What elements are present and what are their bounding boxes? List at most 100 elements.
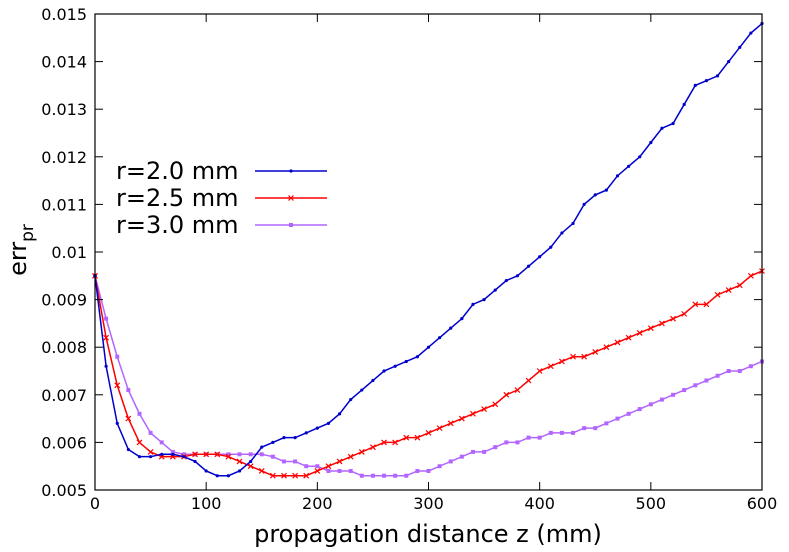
data-point (315, 426, 319, 430)
data-point (636, 329, 643, 336)
data-point (604, 421, 609, 426)
legend-label: r=2.5 mm (116, 184, 239, 212)
y-tick-label: 0.008 (41, 338, 87, 357)
data-point (126, 388, 131, 393)
data-point (637, 407, 642, 412)
legend: r=2.0 mmr=2.5 mmr=3.0 mm (116, 157, 327, 239)
y-tick-label: 0.012 (41, 148, 87, 167)
data-point (337, 468, 342, 473)
data-point (482, 449, 487, 454)
data-point (537, 435, 542, 440)
data-point (126, 447, 130, 452)
data-point (570, 353, 576, 360)
data-point (271, 440, 275, 444)
data-point (615, 174, 620, 178)
data-point (281, 459, 286, 464)
data-point (325, 463, 332, 470)
data-point (603, 344, 610, 351)
data-point (137, 411, 142, 416)
data-point (159, 440, 164, 445)
data-point (615, 416, 620, 421)
data-point (192, 451, 198, 458)
data-point (504, 278, 508, 283)
data-point (315, 464, 320, 469)
data-point (525, 377, 532, 384)
y-tick-label: 0.014 (41, 53, 87, 72)
data-point (260, 445, 264, 449)
data-point (547, 363, 554, 370)
data-point (493, 445, 498, 450)
x-tick-label: 300 (413, 494, 444, 513)
ticks-layer: 0 100 200 300 400 500 600 0.005 0.006 0.007 0.008 0… (41, 5, 777, 513)
data-point (426, 468, 431, 473)
data-point (203, 451, 210, 458)
data-point (447, 420, 454, 427)
data-point (282, 436, 286, 440)
data-point (348, 468, 353, 473)
data-point (649, 140, 653, 145)
data-point (314, 468, 321, 474)
data-point (104, 316, 109, 321)
data-point (148, 455, 153, 459)
data-point (292, 472, 299, 479)
data-point (715, 373, 720, 378)
legend-label: r=3.0 mm (116, 211, 239, 239)
data-point (448, 459, 453, 464)
data-point (647, 325, 654, 332)
data-point (425, 429, 432, 436)
data-point (349, 397, 353, 402)
data-point (715, 74, 720, 78)
data-point (737, 369, 742, 373)
data-point (403, 434, 410, 441)
data-point (236, 458, 243, 465)
data-point (660, 126, 664, 130)
data-point (303, 472, 310, 479)
data-point (681, 310, 688, 317)
data-point (415, 355, 419, 359)
data-point (369, 444, 376, 451)
data-point (559, 430, 564, 435)
y-tick-label: 0.009 (41, 291, 87, 310)
data-point (248, 452, 253, 457)
y-tick-label: 0.015 (41, 5, 87, 24)
data-point (226, 452, 231, 457)
data-point (193, 459, 197, 464)
y-axis-label-sub: pr (18, 224, 38, 242)
data-point (125, 415, 132, 422)
data-point (515, 274, 520, 278)
data-point (682, 388, 687, 393)
legend-marker (289, 223, 293, 227)
data-point (436, 425, 443, 432)
data-point (538, 255, 542, 259)
data-point (293, 436, 297, 440)
legend-item: r=3.0 mm (116, 211, 327, 239)
data-point (336, 458, 343, 465)
data-point (659, 397, 664, 402)
data-point (326, 468, 331, 473)
x-tick-label: 500 (636, 494, 667, 513)
data-point (247, 463, 254, 470)
series-r-2-0-mm (93, 21, 764, 478)
data-point (549, 245, 553, 249)
data-point (226, 474, 230, 478)
data-point (481, 406, 488, 413)
data-point (682, 102, 686, 107)
data-point (237, 469, 242, 473)
x-tick-label: 100 (191, 494, 222, 513)
data-point (358, 448, 365, 455)
data-point (548, 430, 553, 435)
data-point (237, 452, 242, 457)
data-point (171, 452, 175, 456)
data-point (148, 430, 153, 435)
data-point (214, 451, 221, 458)
data-point (182, 455, 186, 459)
legend-label: r=2.0 mm (116, 157, 239, 185)
data-point (459, 454, 464, 459)
data-point (470, 449, 475, 454)
data-point (659, 320, 665, 327)
data-point (115, 421, 119, 425)
data-point (693, 83, 697, 87)
data-point (404, 359, 408, 364)
data-point (693, 383, 698, 388)
data-point (747, 272, 754, 279)
